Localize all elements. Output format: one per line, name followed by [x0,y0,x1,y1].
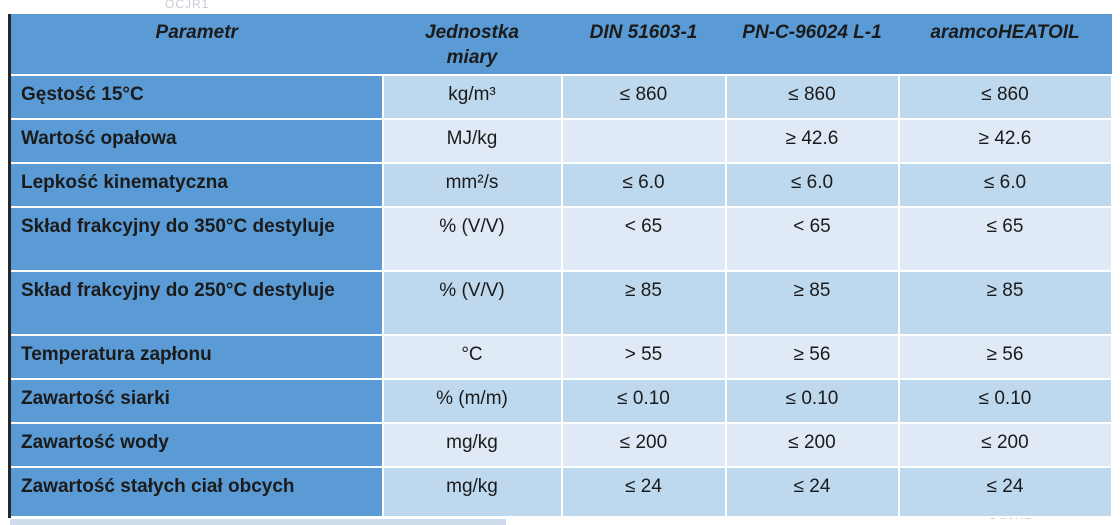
value-cell-din: < 65 [560,206,727,273]
table-row: Skład frakcyjny do 250°C destyluje % (V/… [8,270,1113,337]
header-line-1: Jednostka [425,22,519,43]
value-cell-pn: < 65 [724,206,900,273]
value-cell-pn: ≤ 200 [724,422,900,469]
partial-element-below-table [10,519,506,525]
value-cell-pn: ≥ 85 [724,270,900,337]
unit-cell: % (V/V) [381,270,563,337]
value-cell-din: > 55 [560,334,727,381]
unit-cell: kg/m³ [381,74,563,121]
watermark: OCJR1 [165,0,210,11]
value-cell-aramco: ≥ 85 [897,270,1113,337]
param-cell: Zawartość siarki [8,378,384,425]
column-header-din-51603-1: DIN 51603-1 [561,14,726,77]
value-cell-din: ≤ 24 [560,466,727,519]
column-header-aramcoheatoil: aramcoHEATOIL [898,14,1112,77]
value-cell-pn: ≤ 6.0 [724,162,900,209]
value-cell-din: ≤ 860 [560,74,727,121]
param-cell: Zawartość stałych ciał obcych [8,466,384,519]
value-cell-din: ≥ 85 [560,270,727,337]
table-row: Zawartość stałych ciał obcych mg/kg ≤ 24… [8,466,1113,519]
unit-cell: mm²/s [381,162,563,209]
param-cell: Gęstość 15°C [8,74,384,121]
value-cell-aramco: ≤ 860 [897,74,1113,121]
unit-cell: MJ/kg [381,118,563,165]
param-cell: Lepkość kinematyczna [8,162,384,209]
param-cell: Temperatura zapłonu [8,334,384,381]
value-cell-pn: ≥ 56 [724,334,900,381]
unit-cell: mg/kg [381,422,563,469]
value-cell-din: ≤ 200 [560,422,727,469]
unit-cell: °C [381,334,563,381]
unit-cell: % (m/m) [381,378,563,425]
table-row: Zawartość wody mg/kg ≤ 200 ≤ 200 ≤ 200 [8,422,1113,469]
value-cell-pn: ≥ 42.6 [724,118,900,165]
value-cell-aramco: ≤ 6.0 [897,162,1113,209]
value-cell-din: ≤ 0.10 [560,378,727,425]
unit-cell: % (V/V) [381,206,563,273]
table-row: Gęstość 15°C kg/m³ ≤ 860 ≤ 860 ≤ 860 [8,74,1113,121]
value-cell-din [560,118,727,165]
value-cell-aramco: ≤ 200 [897,422,1113,469]
value-cell-aramco: ≤ 0.10 [897,378,1113,425]
table-row: Lepkość kinematyczna mm²/s ≤ 6.0 ≤ 6.0 ≤… [8,162,1113,209]
value-cell-pn: ≤ 860 [724,74,900,121]
value-cell-aramco: ≤ 24 [897,466,1113,519]
table-row: Zawartość siarki % (m/m) ≤ 0.10 ≤ 0.10 ≤… [8,378,1113,425]
column-header-pn-c-96024-l-1: PN-C-96024 L-1 [725,14,899,77]
header-line-2: miary [446,47,498,69]
value-cell-pn: ≤ 24 [724,466,900,519]
param-cell: Skład frakcyjny do 350°C destyluje [8,206,384,273]
table-row: Skład frakcyjny do 350°C destyluje % (V/… [8,206,1113,273]
param-cell: Skład frakcyjny do 250°C destyluje [8,270,384,337]
header-row: Parametr Jednostka miary DIN 51603-1 PN-… [8,14,1112,77]
table-row: Wartość opałowa MJ/kg ≥ 42.6 ≥ 42.6 [8,118,1113,165]
value-cell-aramco: ≥ 56 [897,334,1113,381]
column-header-parametr: Parametr [8,14,383,77]
param-cell: Wartość opałowa [8,118,384,165]
param-cell: Zawartość wody [8,422,384,469]
value-cell-aramco: ≤ 65 [897,206,1113,273]
unit-cell: mg/kg [381,466,563,519]
value-cell-pn: ≤ 0.10 [724,378,900,425]
value-cell-din: ≤ 6.0 [560,162,727,209]
value-cell-aramco: ≥ 42.6 [897,118,1113,165]
table-row: Temperatura zapłonu °C > 55 ≥ 56 ≥ 56 [8,334,1113,381]
fuel-oil-parameters-table: Parametr Jednostka miary DIN 51603-1 PN-… [8,14,1113,519]
column-header-jednostka-miary: Jednostka miary [382,14,562,77]
